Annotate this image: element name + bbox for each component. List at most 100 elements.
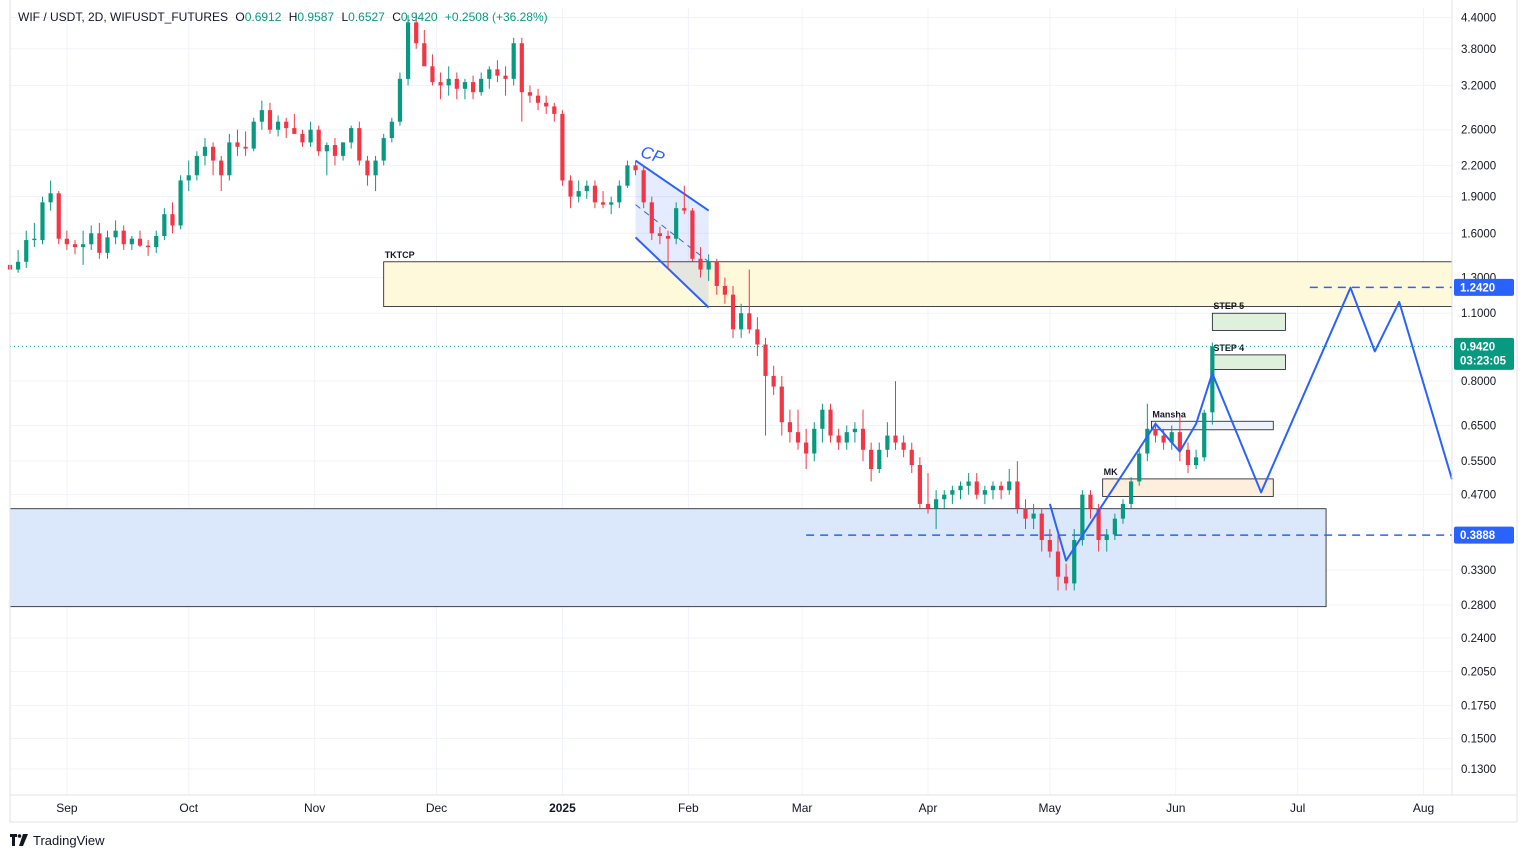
candle-body (1031, 513, 1036, 519)
candle-body (284, 121, 289, 129)
channel-lower-line (634, 236, 710, 309)
candle-body (804, 442, 809, 454)
candle-body (1039, 513, 1044, 541)
candle-body (714, 261, 719, 286)
y-tick-label: 0.1750 (1461, 700, 1496, 712)
candle-body (340, 142, 346, 156)
candle-body (1153, 428, 1158, 436)
candle-body (576, 191, 581, 197)
candle-body (893, 435, 898, 443)
candle-body (828, 409, 833, 436)
candle-body (349, 128, 354, 143)
candle-body (487, 69, 492, 79)
level-price-tag-text: 0.3888 (1460, 530, 1496, 542)
candle-body (1055, 551, 1061, 577)
candle-body (657, 233, 663, 236)
candle-body (836, 435, 841, 443)
candle-body (690, 210, 695, 259)
candle-body (958, 485, 963, 491)
candle-body (1185, 449, 1191, 466)
candle-body (1112, 518, 1117, 535)
x-tick-label: Nov (304, 801, 325, 815)
candle-body (722, 285, 728, 295)
last-price-tag-text: 0.9420 (1460, 341, 1495, 353)
symbol-legend: WIF / USDT, 2D, WIFUSDT_FUTURES O0.6912 … (18, 10, 552, 24)
candle-body (454, 78, 459, 89)
candle-body (259, 110, 264, 122)
candle-body (414, 22, 419, 44)
candle-body (72, 244, 78, 248)
candle-body (974, 481, 979, 495)
zone-box (383, 261, 1453, 307)
candle-body (56, 193, 61, 239)
candle-body (397, 78, 403, 122)
candle-body (170, 214, 175, 226)
candle-body (194, 155, 199, 176)
candle-body (925, 503, 931, 509)
y-tick-label: 0.1500 (1461, 733, 1496, 745)
candle-body (389, 121, 394, 139)
candle-body (129, 238, 134, 245)
candle-body (519, 43, 524, 93)
candle-body (373, 160, 378, 176)
projection-line (1048, 286, 1453, 562)
candle-body (592, 185, 598, 203)
price-tags: 0.9420 03:23:05 1.2420 0.3888 (1454, 278, 1514, 544)
candle-body (1088, 494, 1093, 509)
tradingview-logo-icon (10, 834, 28, 846)
candle-body (584, 185, 589, 192)
candle-body (275, 121, 281, 130)
candle-body (105, 237, 110, 253)
candle-body (1193, 457, 1199, 466)
candle-body (1161, 435, 1166, 443)
candle-body (1047, 540, 1052, 552)
candle-body (869, 449, 874, 470)
zone-label: MK (1104, 467, 1118, 477)
y-tick-label: 0.2400 (1461, 633, 1496, 645)
candle-body (812, 428, 817, 454)
candle-body (617, 185, 622, 203)
candle-body (641, 170, 646, 203)
y-tick-label: 0.4700 (1461, 490, 1496, 502)
close-label: C (392, 10, 401, 24)
candle-body (81, 244, 86, 248)
candle-body (860, 428, 866, 450)
y-tick-label: 3.2000 (1461, 80, 1496, 92)
candle-body (568, 180, 573, 197)
candle-body (885, 435, 890, 450)
zone-label: STEP 4 (1213, 343, 1244, 353)
candle-body (747, 313, 752, 330)
candle-body (942, 494, 947, 500)
candle-body (48, 193, 53, 203)
candle-body (795, 432, 801, 443)
candle-body (64, 238, 69, 245)
candle-body (162, 214, 167, 236)
candle-body (633, 165, 638, 171)
candle-body (706, 261, 711, 270)
candle-body (1169, 432, 1174, 443)
candle-body (1137, 453, 1142, 482)
y-tick-label: 1.1000 (1461, 308, 1496, 320)
candle-body (934, 499, 939, 509)
tradingview-branding[interactable]: TradingView (10, 830, 105, 850)
x-tick-label: Oct (179, 801, 198, 815)
candle-body (511, 43, 516, 79)
candle-body (16, 261, 21, 270)
channel-upper-line (634, 159, 710, 212)
y-tick-label: 4.4000 (1461, 12, 1496, 24)
candle-body (625, 165, 630, 186)
projection-path[interactable] (1048, 286, 1453, 562)
candle-body (990, 485, 996, 491)
zone-box (9, 508, 1327, 608)
candle-body (1120, 503, 1126, 519)
candle-body (787, 422, 792, 433)
last-price-tag (1454, 337, 1514, 370)
axes-layer: 4.4000 3.8000 3.2000 2.6000 2.2000 1.9000 1.60… (9, 0, 1518, 823)
x-tick-label: Mar (792, 801, 813, 815)
candle-body (227, 142, 232, 176)
candle-body (1145, 428, 1150, 454)
low-value: 0.6527 (348, 10, 385, 24)
x-tick-label: May (1039, 801, 1062, 815)
candle-body (877, 449, 882, 470)
